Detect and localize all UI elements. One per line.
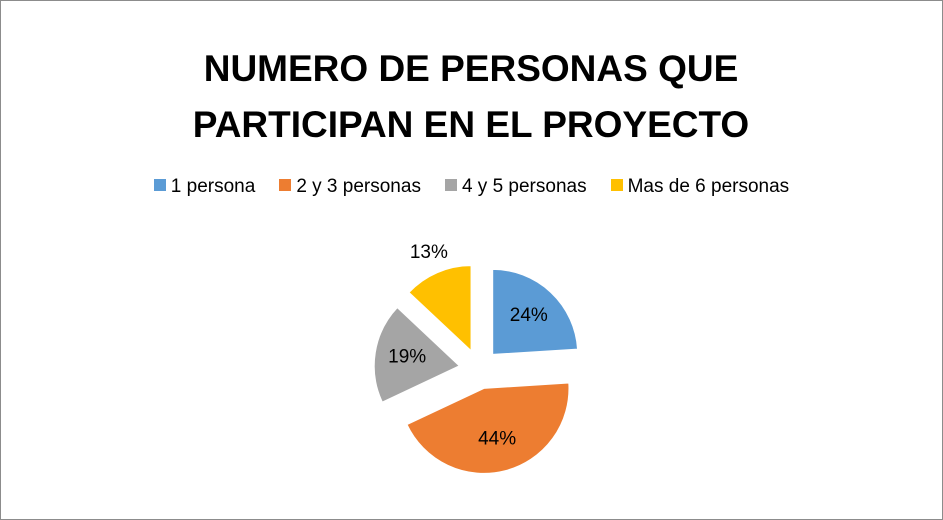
legend-swatch (279, 179, 292, 191)
legend: 1 persona 2 y 3 personas 4 y 5 personas Mas… (1, 176, 942, 198)
legend-label: 2 y 3 personas (296, 176, 421, 197)
pie-slice (373, 306, 461, 403)
legend-item: 2 y 3 personas (279, 176, 421, 198)
chart-title: NUMERO DE PERSONAS QUE PARTICIPAN EN EL … (192, 48, 750, 145)
legend-label: Mas de 6 personas (627, 176, 790, 197)
legend-item: Mas de 6 personas (610, 176, 790, 198)
data-label: 24% (510, 305, 548, 326)
legend-swatch (610, 179, 623, 191)
pie-slice (406, 382, 570, 474)
data-label: 19% (388, 347, 426, 368)
pie-slice (408, 265, 472, 352)
data-label: 13% (410, 242, 448, 263)
legend-label: 4 y 5 personas (461, 176, 587, 197)
legend-item: 1 persona (153, 176, 256, 198)
data-label: 44% (478, 428, 516, 449)
legend-swatch (444, 179, 457, 191)
legend-item: 4 y 5 personas (444, 176, 587, 198)
pie-slice (492, 268, 579, 355)
legend-label: 1 persona (170, 176, 256, 197)
legend-swatch (153, 179, 166, 191)
